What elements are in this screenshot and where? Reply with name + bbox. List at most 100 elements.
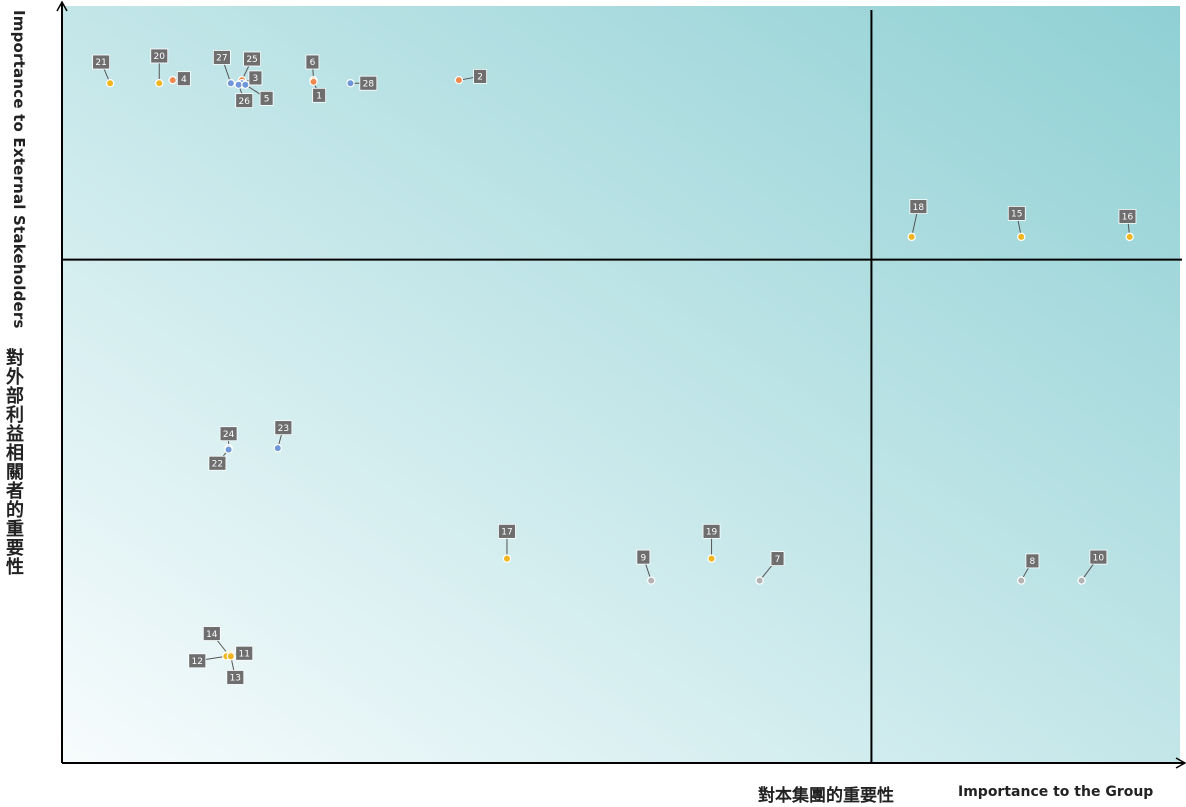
point-label-box xyxy=(498,523,516,539)
point-label: 11 xyxy=(239,649,250,659)
point-label-box xyxy=(473,69,488,84)
axes xyxy=(56,0,1186,769)
point-label-box xyxy=(248,70,263,86)
data-points: 21 20 4 27 25 3 26 5 6 1 28 2 18 15 16 24 22 23 17 19 9 7 8 10 1… xyxy=(92,48,1137,685)
y-axis-label-en: Importance to External Stakeholders xyxy=(10,10,28,329)
point-marker xyxy=(224,445,233,454)
x-axis-label-en: Importance to the Group xyxy=(958,784,1154,800)
point-label: 5 xyxy=(264,95,270,105)
data-point-28: 28 xyxy=(346,75,378,91)
point-label-box xyxy=(212,50,231,65)
point-marker xyxy=(226,79,236,88)
data-point-20: 20 xyxy=(150,48,169,88)
data-point-22: 22 xyxy=(208,445,233,471)
point-label-box xyxy=(1007,206,1026,221)
point-marker xyxy=(646,576,656,585)
point-label: 7 xyxy=(775,555,781,565)
point-label: 1 xyxy=(316,92,322,102)
point-label: 24 xyxy=(223,430,235,440)
quadrant-dividers xyxy=(62,10,1182,763)
point-label-box xyxy=(636,549,651,565)
data-point-15: 15 xyxy=(1007,206,1026,242)
point-label: 10 xyxy=(1093,553,1105,563)
point-label-box xyxy=(176,71,191,87)
point-label: 3 xyxy=(253,74,259,84)
point-marker xyxy=(755,576,764,585)
point-label-box xyxy=(770,551,785,567)
point-label-box xyxy=(226,670,245,685)
point-label: 28 xyxy=(363,79,375,89)
data-point-5: 5 xyxy=(241,80,274,106)
point-label-box xyxy=(1025,553,1040,569)
point-label: 9 xyxy=(640,553,646,563)
point-label-box xyxy=(909,199,928,215)
point-marker xyxy=(502,554,512,563)
data-point-1: 1 xyxy=(309,77,327,103)
data-point-18: 18 xyxy=(907,199,928,242)
point-label-box xyxy=(208,455,227,471)
data-point-26: 26 xyxy=(234,80,254,109)
data-point-16: 16 xyxy=(1118,209,1137,242)
point-label: 19 xyxy=(706,528,718,538)
x-axis-label-zh: 對本集團的重要性 xyxy=(758,786,894,806)
point-marker xyxy=(241,80,250,89)
data-point-23: 23 xyxy=(273,420,293,453)
point-marker xyxy=(1017,232,1026,242)
point-label-box xyxy=(259,90,274,106)
point-label-box xyxy=(150,48,169,64)
point-label-box xyxy=(1118,209,1137,224)
point-label-box xyxy=(188,653,207,669)
data-point-4: 4 xyxy=(168,71,191,87)
point-marker xyxy=(346,79,355,88)
point-label-box xyxy=(312,87,327,103)
point-label: 15 xyxy=(1011,210,1022,220)
point-label: 2 xyxy=(477,73,483,83)
point-label: 21 xyxy=(95,58,106,68)
data-point-19: 19 xyxy=(702,523,721,563)
point-marker xyxy=(907,232,916,242)
y-axis-arrow xyxy=(56,0,68,12)
plot-background xyxy=(62,6,1180,763)
point-label-box xyxy=(702,523,721,539)
point-label: 16 xyxy=(1122,213,1134,223)
point-label: 23 xyxy=(278,424,289,434)
point-marker xyxy=(105,79,115,88)
data-point-10: 10 xyxy=(1077,549,1108,585)
point-label-box xyxy=(235,93,254,109)
data-point-9: 9 xyxy=(636,549,656,585)
point-marker xyxy=(1125,232,1134,242)
point-marker xyxy=(309,77,318,86)
y-axis-label-zh: 對外部利益相關者的重要性 xyxy=(3,348,24,576)
point-label: 13 xyxy=(230,674,241,684)
point-label: 18 xyxy=(913,203,925,213)
point-marker xyxy=(1017,576,1026,585)
point-label: 20 xyxy=(154,52,166,62)
point-marker xyxy=(155,79,164,88)
point-marker xyxy=(273,443,282,453)
point-label-box xyxy=(274,420,293,436)
data-point-21: 21 xyxy=(92,54,115,88)
point-label-box xyxy=(359,75,378,91)
point-label-box xyxy=(202,626,221,641)
point-marker xyxy=(454,75,464,85)
point-label: 12 xyxy=(192,657,203,667)
point-label: 26 xyxy=(239,97,251,107)
point-label-box xyxy=(219,426,238,442)
data-point-7: 7 xyxy=(755,551,785,585)
data-point-13: 13 xyxy=(226,652,245,685)
point-label: 4 xyxy=(181,75,187,85)
data-point-17: 17 xyxy=(498,523,516,563)
point-marker xyxy=(707,554,716,563)
point-label: 14 xyxy=(206,630,218,640)
x-axis-arrow xyxy=(1175,757,1186,769)
point-marker xyxy=(1077,576,1086,585)
data-point-27: 27 xyxy=(212,50,236,88)
point-label: 8 xyxy=(1030,557,1036,567)
point-label-box xyxy=(92,54,111,70)
point-label: 6 xyxy=(310,58,316,68)
point-label: 17 xyxy=(501,528,512,538)
point-label: 27 xyxy=(216,54,227,64)
point-label-box xyxy=(235,645,254,661)
point-label-box xyxy=(1089,549,1108,565)
